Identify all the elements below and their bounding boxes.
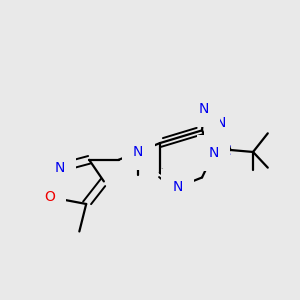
Text: N: N	[133, 145, 143, 159]
Text: O: O	[44, 190, 55, 204]
Text: N: N	[199, 102, 209, 116]
Text: N: N	[208, 146, 219, 160]
Text: N: N	[215, 116, 226, 130]
Text: N: N	[172, 180, 183, 194]
Text: N: N	[55, 161, 65, 175]
